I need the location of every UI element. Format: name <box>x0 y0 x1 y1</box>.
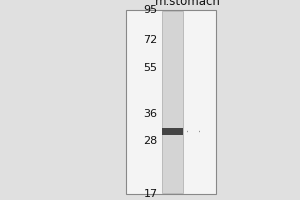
Text: 55: 55 <box>143 63 158 73</box>
Text: 95: 95 <box>143 5 158 15</box>
Bar <box>162 128 183 135</box>
Text: 17: 17 <box>143 189 158 199</box>
Text: m.stomach: m.stomach <box>154 0 220 8</box>
Text: 28: 28 <box>143 136 158 146</box>
Text: 36: 36 <box>143 109 158 119</box>
Bar <box>126 10 216 194</box>
Bar <box>162 11 183 193</box>
Text: 72: 72 <box>143 35 158 45</box>
